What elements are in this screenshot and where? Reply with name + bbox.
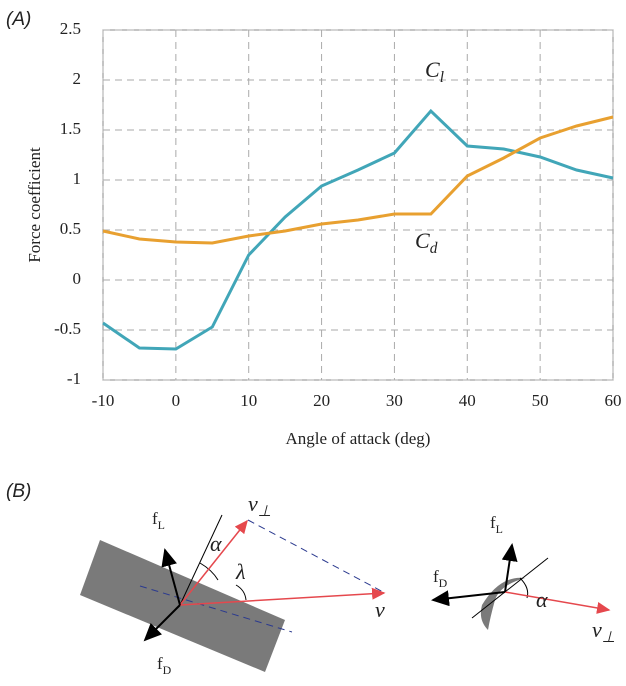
label: α: [536, 587, 548, 612]
x-axis-label: Angle of attack (deg): [286, 429, 431, 448]
series-line: [102, 115, 614, 245]
x-tick-label: 60: [605, 391, 622, 410]
wing-plate: [80, 540, 285, 672]
arrow: [431, 590, 506, 607]
chart-layer: -1 -0.5 0 0.5 1 1.5 2 2.5 -10 0 10 20 30 40 50 60 Cl Cd: [54, 19, 621, 410]
y-tick-label: 1: [73, 169, 82, 188]
x-tick-label: 10: [240, 391, 257, 410]
series-label: Cl: [425, 57, 444, 85]
panel-label: (A): [6, 9, 31, 30]
label: fD: [433, 567, 448, 590]
label: fD: [157, 654, 172, 677]
y-tick-label: 0.5: [60, 219, 81, 238]
y-tick-label: -0.5: [54, 319, 81, 338]
series-line: [102, 108, 614, 351]
guide-line: [139, 585, 293, 633]
y-tick-label: -1: [67, 369, 81, 388]
label: fL: [490, 513, 503, 536]
arrow: [501, 543, 518, 593]
x-tick-label: 30: [386, 391, 403, 410]
normal-line: [179, 514, 223, 606]
angle-arc: [199, 562, 219, 581]
arrow: [143, 604, 181, 642]
angle-arc: [235, 584, 247, 601]
plot-frame: [102, 29, 614, 381]
x-tick-label: 50: [532, 391, 549, 410]
arrow: [161, 548, 181, 606]
y-tick-label: 2: [73, 69, 82, 88]
arrow: [179, 519, 248, 606]
x-tick-label: 20: [313, 391, 330, 410]
label: α: [210, 531, 222, 556]
arrow: [504, 591, 611, 614]
label: v⊥: [592, 617, 615, 645]
panel-label: (B): [6, 481, 31, 502]
label: v⊥: [248, 491, 271, 519]
x-tick-label: -10: [92, 391, 115, 410]
arrow: [179, 587, 386, 606]
y-tick-label: 2.5: [60, 19, 81, 38]
x-tick-label: 0: [172, 391, 181, 410]
y-tick-label: 1.5: [60, 119, 81, 138]
y-tick-label: 0: [73, 269, 82, 288]
chord-line: [471, 557, 549, 619]
series-label: Cd: [415, 228, 438, 256]
label: λ: [235, 559, 246, 584]
airfoil: [480, 577, 525, 630]
guide-line: [247, 519, 386, 594]
label: fL: [152, 509, 165, 532]
y-axis-label: Force coefficient: [25, 147, 44, 263]
x-tick-label: 40: [459, 391, 476, 410]
label: v: [375, 597, 385, 622]
diagram: fL α v⊥ λ v fD fL fD α v⊥: [80, 491, 615, 677]
